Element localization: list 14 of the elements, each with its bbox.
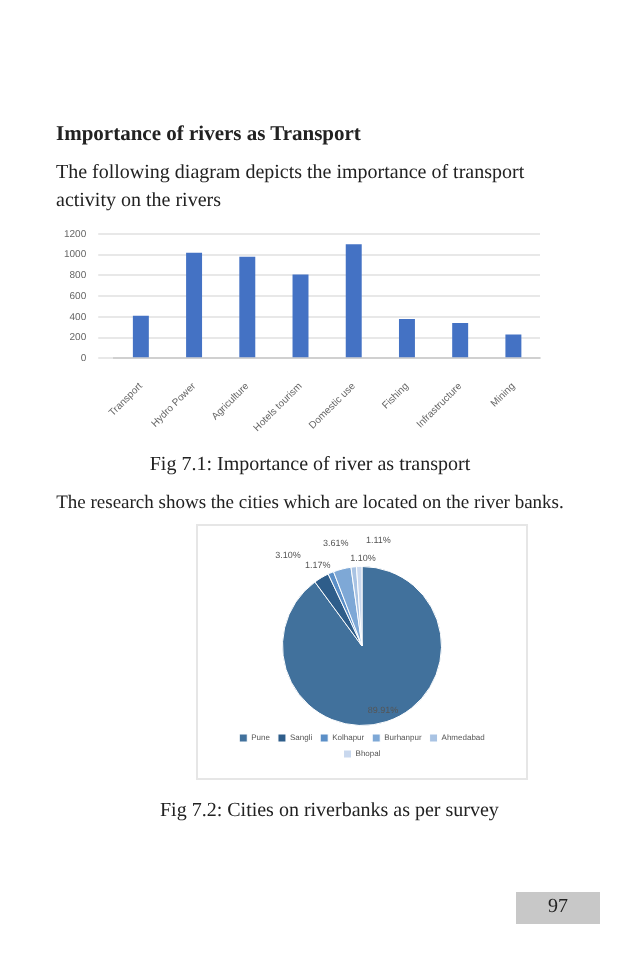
bar bbox=[505, 334, 522, 358]
chart-subtitle: The following diagram depicts the importance of transport activity on the rivers bbox=[56, 160, 527, 216]
chart-title: Importance of rivers as Transport bbox=[56, 124, 361, 146]
chart-subtitle: The research shows the cities which are located on the river banks. bbox=[54, 494, 566, 514]
bar bbox=[452, 323, 469, 358]
bar bbox=[132, 315, 149, 358]
caption: Fig 7.2: Cities on riverbanks as per survey bbox=[160, 800, 499, 822]
text: 97 bbox=[516, 892, 600, 924]
caption: Fig 7.1: Importance of river as transport bbox=[147, 454, 473, 476]
bar bbox=[239, 256, 256, 358]
bar bbox=[292, 274, 309, 358]
bar bbox=[345, 244, 362, 358]
bar bbox=[186, 252, 203, 358]
bar bbox=[398, 318, 415, 358]
